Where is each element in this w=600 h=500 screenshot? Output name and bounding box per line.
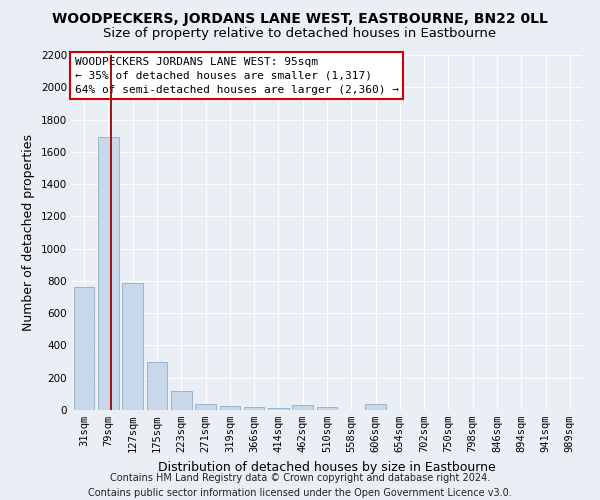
Text: WOODPECKERS, JORDANS LANE WEST, EASTBOURNE, BN22 0LL: WOODPECKERS, JORDANS LANE WEST, EASTBOUR… bbox=[52, 12, 548, 26]
Bar bbox=[146, 362, 167, 410]
Bar bbox=[244, 407, 265, 410]
Bar bbox=[98, 138, 119, 410]
Bar bbox=[317, 407, 337, 410]
Bar bbox=[220, 406, 240, 410]
Bar bbox=[122, 282, 143, 410]
Bar bbox=[268, 408, 289, 410]
Y-axis label: Number of detached properties: Number of detached properties bbox=[22, 134, 35, 331]
Text: WOODPECKERS JORDANS LANE WEST: 95sqm
← 35% of detached houses are smaller (1,317: WOODPECKERS JORDANS LANE WEST: 95sqm ← 3… bbox=[74, 57, 398, 95]
Text: Size of property relative to detached houses in Eastbourne: Size of property relative to detached ho… bbox=[103, 28, 497, 40]
Bar bbox=[195, 404, 216, 410]
Bar bbox=[171, 392, 191, 410]
Bar bbox=[365, 404, 386, 410]
Text: Contains HM Land Registry data © Crown copyright and database right 2024.
Contai: Contains HM Land Registry data © Crown c… bbox=[88, 472, 512, 498]
Bar bbox=[292, 405, 313, 410]
X-axis label: Distribution of detached houses by size in Eastbourne: Distribution of detached houses by size … bbox=[158, 460, 496, 473]
Bar bbox=[74, 288, 94, 410]
